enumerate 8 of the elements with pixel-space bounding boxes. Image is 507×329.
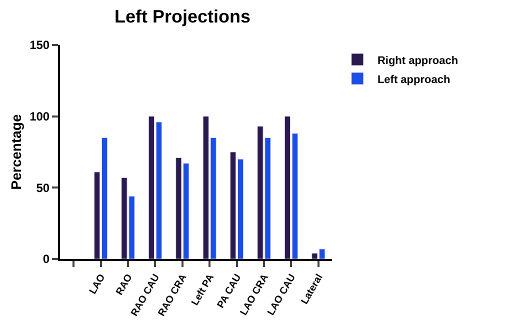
chart-title: Left Projections — [114, 6, 251, 26]
legend-label: Left approach — [377, 74, 450, 86]
y-tick-label: 150 — [30, 38, 50, 52]
legend-label: Right approach — [377, 54, 458, 67]
y-axis-title: Percentage — [8, 114, 24, 190]
y-tick-label: 0 — [42, 252, 50, 266]
y-tick-label: 100 — [30, 110, 50, 124]
y-tick-label: 50 — [36, 180, 50, 195]
